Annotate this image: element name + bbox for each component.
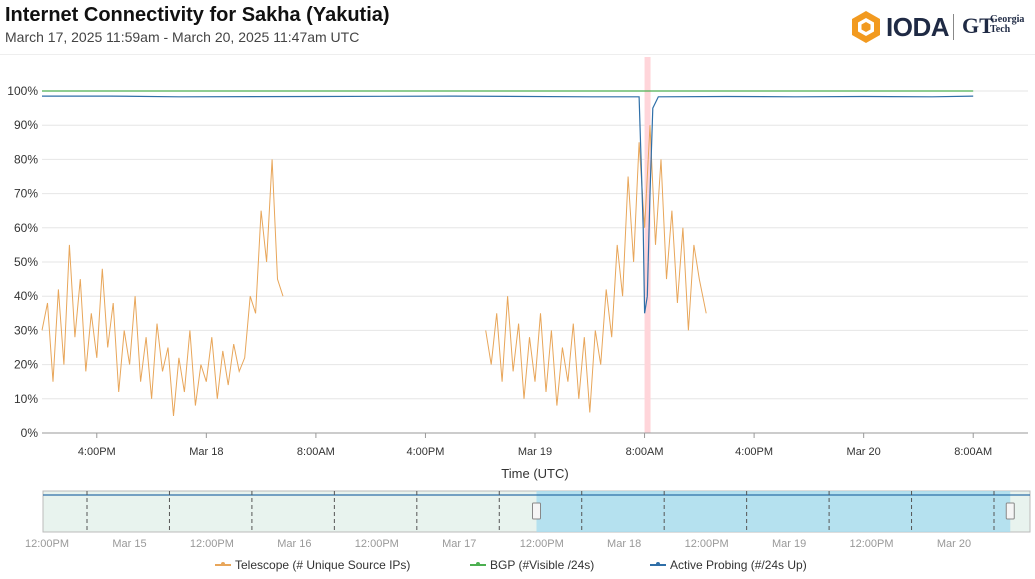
- legend-swatch: [215, 562, 231, 566]
- y-tick-label: 80%: [14, 152, 38, 166]
- x-tick-label: 8:00AM: [297, 446, 335, 458]
- page-subtitle: March 17, 2025 11:59am - March 20, 2025 …: [5, 29, 360, 45]
- legend-label: BGP (#Visible /24s): [490, 558, 595, 572]
- page-title: Internet Connectivity for Sakha (Yakutia…: [5, 4, 390, 26]
- x-tick-label: Mar 20: [847, 446, 881, 458]
- y-tick-label: 10%: [14, 392, 38, 406]
- y-tick-label: 90%: [14, 118, 38, 132]
- navigator-tick-label: 12:00PM: [685, 538, 729, 550]
- navigator-handle-right[interactable]: [1005, 502, 1015, 520]
- legend-item-bgp[interactable]: BGP (#Visible /24s): [470, 558, 594, 572]
- navigator-tick-label: 12:00PM: [355, 538, 399, 550]
- navigator-tick-label: 12:00PM: [190, 538, 234, 550]
- series-line-telescope[interactable]: [41, 159, 284, 416]
- navigator-tick-label: 12:00PM: [520, 538, 564, 550]
- gt-logo-text: Georgia Tech: [990, 14, 1025, 35]
- y-tick-label: 100%: [7, 84, 38, 98]
- y-tick-label: 40%: [14, 289, 38, 303]
- legend-swatch: [470, 562, 486, 566]
- navigator-handle-left[interactable]: [532, 502, 541, 520]
- navigator-window[interactable]: [536, 491, 1011, 532]
- y-tick-label: 60%: [14, 221, 38, 235]
- legend-label: Telescope (# Unique Source IPs): [235, 558, 411, 572]
- y-tick-label: 30%: [14, 323, 38, 337]
- header-divider: [0, 54, 1035, 55]
- chart-legend: Telescope (# Unique Source IPs) BGP (#Vis…: [0, 556, 1035, 576]
- y-tick-label: 50%: [14, 255, 38, 269]
- outage-band[interactable]: [644, 57, 651, 433]
- gt-logo-mark: GT: [962, 13, 994, 38]
- y-tick-label: 70%: [14, 187, 38, 201]
- x-tick-label: 8:00AM: [626, 446, 664, 458]
- x-tick-label: 4:00PM: [78, 446, 116, 458]
- x-tick-label: 4:00PM: [735, 446, 773, 458]
- navigator-tick-label: Mar 15: [112, 538, 146, 550]
- legend-swatch: [650, 562, 666, 566]
- navigator-tick-label: Mar 17: [442, 538, 476, 550]
- y-tick-label: 0%: [21, 426, 39, 440]
- x-tick-label: Mar 18: [189, 446, 223, 458]
- legend-item-active_probing[interactable]: Active Probing (#/24s Up): [650, 558, 807, 572]
- x-tick-label: Mar 19: [518, 446, 552, 458]
- navigator-tick-label: Mar 16: [277, 538, 311, 550]
- navigator-tick-label: 12:00PM: [850, 538, 894, 550]
- navigator-tick-label: 12:00PM: [25, 538, 69, 550]
- navigator-tick-label: Mar 20: [937, 538, 971, 550]
- ioda-hexagon-icon: [852, 11, 880, 43]
- series-line-telescope[interactable]: [485, 125, 707, 413]
- logo-divider: [953, 14, 954, 40]
- series-line-active_probing[interactable]: [42, 95, 974, 314]
- navigator-tick-label: Mar 19: [772, 538, 806, 550]
- legend-item-telescope[interactable]: Telescope (# Unique Source IPs): [215, 558, 410, 572]
- x-axis-label: Time (UTC): [501, 466, 568, 481]
- legend-label: Active Probing (#/24s Up): [670, 558, 807, 572]
- navigator-tick-label: Mar 18: [607, 538, 641, 550]
- x-tick-label: 8:00AM: [954, 446, 992, 458]
- ioda-wordmark: IODA: [886, 12, 950, 42]
- x-tick-label: 4:00PM: [406, 446, 444, 458]
- y-tick-label: 20%: [14, 358, 38, 372]
- ioda-logo[interactable]: IODA GT Georgia Tech: [850, 10, 1030, 46]
